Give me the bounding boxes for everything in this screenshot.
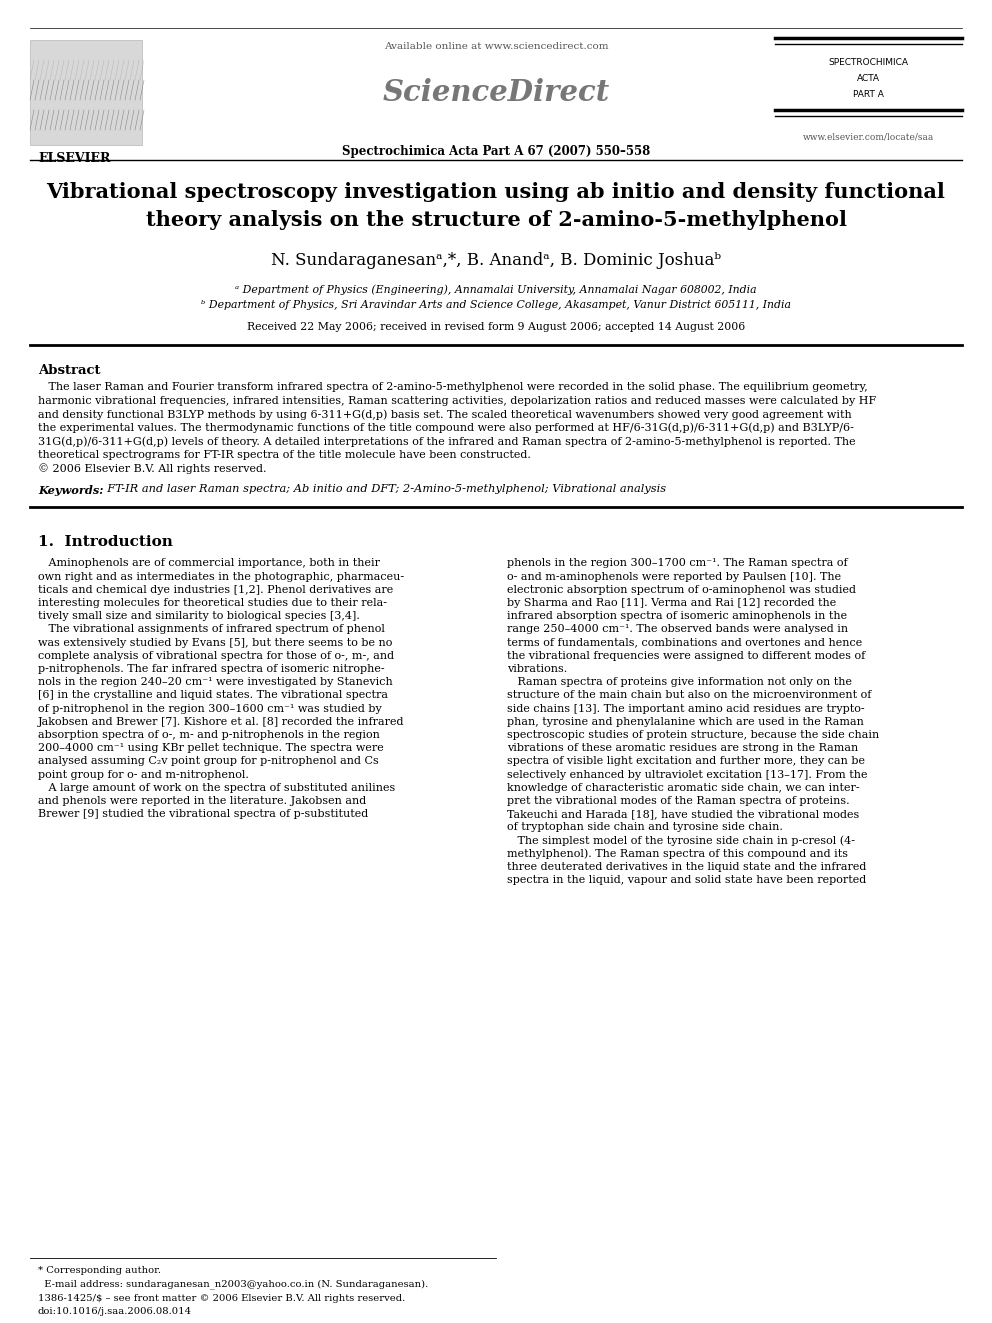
Text: range 250–4000 cm⁻¹. The observed bands were analysed in: range 250–4000 cm⁻¹. The observed bands … [507, 624, 848, 635]
Text: 200–4000 cm⁻¹ using KBr pellet technique. The spectra were: 200–4000 cm⁻¹ using KBr pellet technique… [38, 744, 384, 753]
Text: own right and as intermediates in the photographic, pharmaceu-: own right and as intermediates in the ph… [38, 572, 404, 582]
Text: Spectrochimica Acta Part A 67 (2007) 550–558: Spectrochimica Acta Part A 67 (2007) 550… [342, 146, 650, 157]
Text: phan, tyrosine and phenylalanine which are used in the Raman: phan, tyrosine and phenylalanine which a… [507, 717, 864, 726]
Text: Received 22 May 2006; received in revised form 9 August 2006; accepted 14 August: Received 22 May 2006; received in revise… [247, 321, 745, 332]
Text: methylphenol). The Raman spectra of this compound and its: methylphenol). The Raman spectra of this… [507, 849, 848, 860]
Text: point group for o- and m-nitrophenol.: point group for o- and m-nitrophenol. [38, 770, 249, 779]
Text: side chains [13]. The important amino acid residues are trypto-: side chains [13]. The important amino ac… [507, 704, 865, 713]
Text: harmonic vibrational frequencies, infrared intensities, Raman scattering activit: harmonic vibrational frequencies, infrar… [38, 396, 876, 406]
Text: FT-IR and laser Raman spectra; Ab initio and DFT; 2-Amino-5-methylphenol; Vibrat: FT-IR and laser Raman spectra; Ab initio… [100, 484, 666, 495]
Text: by Sharma and Rao [11]. Verma and Rai [12] recorded the: by Sharma and Rao [11]. Verma and Rai [1… [507, 598, 836, 609]
Text: of p-nitrophenol in the region 300–1600 cm⁻¹ was studied by: of p-nitrophenol in the region 300–1600 … [38, 704, 382, 713]
Text: ACTA: ACTA [856, 74, 880, 83]
Text: ᵇ Department of Physics, Sri Aravindar Arts and Science College, Akasampet, Vanu: ᵇ Department of Physics, Sri Aravindar A… [201, 300, 791, 310]
Text: The simplest model of the tyrosine side chain in p-cresol (4-: The simplest model of the tyrosine side … [507, 836, 855, 847]
Text: phenols in the region 300–1700 cm⁻¹. The Raman spectra of: phenols in the region 300–1700 cm⁻¹. The… [507, 558, 847, 569]
Text: [6] in the crystalline and liquid states. The vibrational spectra: [6] in the crystalline and liquid states… [38, 691, 388, 700]
Text: vibrations of these aromatic residues are strong in the Raman: vibrations of these aromatic residues ar… [507, 744, 858, 753]
Text: three deuterated derivatives in the liquid state and the infrared: three deuterated derivatives in the liqu… [507, 863, 866, 872]
Text: infrared absorption spectra of isomeric aminophenols in the: infrared absorption spectra of isomeric … [507, 611, 847, 622]
Text: Brewer [9] studied the vibrational spectra of p-substituted: Brewer [9] studied the vibrational spect… [38, 810, 368, 819]
Text: ᵃ Department of Physics (Engineering), Annamalai University, Annamalai Nagar 608: ᵃ Department of Physics (Engineering), A… [235, 284, 757, 295]
Text: vibrations.: vibrations. [507, 664, 567, 675]
Text: analysed assuming C₂v point group for p-nitrophenol and Cs: analysed assuming C₂v point group for p-… [38, 757, 379, 766]
Text: tively small size and similarity to biological species [3,4].: tively small size and similarity to biol… [38, 611, 360, 622]
Text: and phenols were reported in the literature. Jakobsen and: and phenols were reported in the literat… [38, 796, 366, 806]
Text: and density functional B3LYP methods by using 6-311+G(d,p) basis set. The scaled: and density functional B3LYP methods by … [38, 409, 852, 419]
Text: absorption spectra of o-, m- and p-nitrophenols in the region: absorption spectra of o-, m- and p-nitro… [38, 730, 380, 740]
Text: structure of the main chain but also on the microenvironment of: structure of the main chain but also on … [507, 691, 871, 700]
Text: Raman spectra of proteins give information not only on the: Raman spectra of proteins give informati… [507, 677, 852, 688]
Text: o- and m-aminophenols were reported by Paulsen [10]. The: o- and m-aminophenols were reported by P… [507, 572, 841, 582]
Text: 31G(d,p)/6-311+G(d,p) levels of theory. A detailed interpretations of the infrar: 31G(d,p)/6-311+G(d,p) levels of theory. … [38, 437, 856, 447]
Text: the vibrational frequencies were assigned to different modes of: the vibrational frequencies were assigne… [507, 651, 865, 662]
Text: Aminophenols are of commercial importance, both in their: Aminophenols are of commercial importanc… [38, 558, 380, 569]
Text: ticals and chemical dye industries [1,2]. Phenol derivatives are: ticals and chemical dye industries [1,2]… [38, 585, 393, 595]
Text: N. Sundaraganesanᵃ,*, B. Anandᵃ, B. Dominic Joshuaᵇ: N. Sundaraganesanᵃ,*, B. Anandᵃ, B. Domi… [271, 251, 721, 269]
Text: PART A: PART A [852, 90, 884, 99]
Text: The vibrational assignments of infrared spectrum of phenol: The vibrational assignments of infrared … [38, 624, 385, 635]
Text: E-mail address: sundaraganesan_n2003@yahoo.co.in (N. Sundaraganesan).: E-mail address: sundaraganesan_n2003@yah… [38, 1279, 429, 1289]
Text: terms of fundamentals, combinations and overtones and hence: terms of fundamentals, combinations and … [507, 638, 862, 648]
Text: spectra in the liquid, vapour and solid state have been reported: spectra in the liquid, vapour and solid … [507, 876, 866, 885]
Text: pret the vibrational modes of the Raman spectra of proteins.: pret the vibrational modes of the Raman … [507, 796, 849, 806]
Text: spectroscopic studies of protein structure, because the side chain: spectroscopic studies of protein structu… [507, 730, 879, 740]
Text: A large amount of work on the spectra of substituted anilines: A large amount of work on the spectra of… [38, 783, 395, 792]
Text: of tryptophan side chain and tyrosine side chain.: of tryptophan side chain and tyrosine si… [507, 823, 783, 832]
Text: The laser Raman and Fourier transform infrared spectra of 2-amino-5-methylphenol: The laser Raman and Fourier transform in… [38, 382, 868, 392]
Text: the experimental values. The thermodynamic functions of the title compound were : the experimental values. The thermodynam… [38, 422, 854, 433]
Text: electronic absorption spectrum of o-aminophenol was studied: electronic absorption spectrum of o-amin… [507, 585, 856, 595]
Text: ELSEVIER: ELSEVIER [39, 152, 111, 165]
Text: was extensively studied by Evans [5], but there seems to be no: was extensively studied by Evans [5], bu… [38, 638, 393, 648]
Text: nols in the region 240–20 cm⁻¹ were investigated by Stanevich: nols in the region 240–20 cm⁻¹ were inve… [38, 677, 393, 688]
Text: © 2006 Elsevier B.V. All rights reserved.: © 2006 Elsevier B.V. All rights reserved… [38, 463, 267, 474]
Bar [30, 40, 142, 146]
Text: SPECTROCHIMICA: SPECTROCHIMICA [828, 58, 908, 67]
Text: doi:10.1016/j.saa.2006.08.014: doi:10.1016/j.saa.2006.08.014 [38, 1307, 192, 1316]
Text: Jakobsen and Brewer [7]. Kishore et al. [8] recorded the infrared: Jakobsen and Brewer [7]. Kishore et al. … [38, 717, 405, 726]
Text: 1386-1425/$ – see front matter © 2006 Elsevier B.V. All rights reserved.: 1386-1425/$ – see front matter © 2006 El… [38, 1294, 406, 1303]
Text: ScienceDirect: ScienceDirect [382, 78, 610, 107]
Text: Takeuchi and Harada [18], have studied the vibrational modes: Takeuchi and Harada [18], have studied t… [507, 810, 859, 819]
Text: spectra of visible light excitation and further more, they can be: spectra of visible light excitation and … [507, 757, 865, 766]
Text: Vibrational spectroscopy investigation using ab initio and density functional: Vibrational spectroscopy investigation u… [47, 183, 945, 202]
Text: complete analysis of vibrational spectra for those of o-, m-, and: complete analysis of vibrational spectra… [38, 651, 394, 662]
Text: p-nitrophenols. The far infrared spectra of isomeric nitrophe-: p-nitrophenols. The far infrared spectra… [38, 664, 385, 675]
Text: theoretical spectrograms for FT-IR spectra of the title molecule have been const: theoretical spectrograms for FT-IR spect… [38, 450, 531, 459]
Text: * Corresponding author.: * Corresponding author. [38, 1266, 161, 1275]
Text: Keywords:: Keywords: [38, 484, 103, 496]
Text: selectively enhanced by ultraviolet excitation [13–17]. From the: selectively enhanced by ultraviolet exci… [507, 770, 867, 779]
Text: knowledge of characteristic aromatic side chain, we can inter-: knowledge of characteristic aromatic sid… [507, 783, 860, 792]
Text: Abstract: Abstract [38, 364, 100, 377]
Text: interesting molecules for theoretical studies due to their rela-: interesting molecules for theoretical st… [38, 598, 387, 609]
Text: www.elsevier.com/locate/saa: www.elsevier.com/locate/saa [803, 132, 933, 142]
Text: 1.  Introduction: 1. Introduction [38, 534, 173, 549]
Text: Available online at www.sciencedirect.com: Available online at www.sciencedirect.co… [384, 42, 608, 52]
Text: theory analysis on the structure of 2-amino-5-methylphenol: theory analysis on the structure of 2-am… [146, 210, 846, 230]
